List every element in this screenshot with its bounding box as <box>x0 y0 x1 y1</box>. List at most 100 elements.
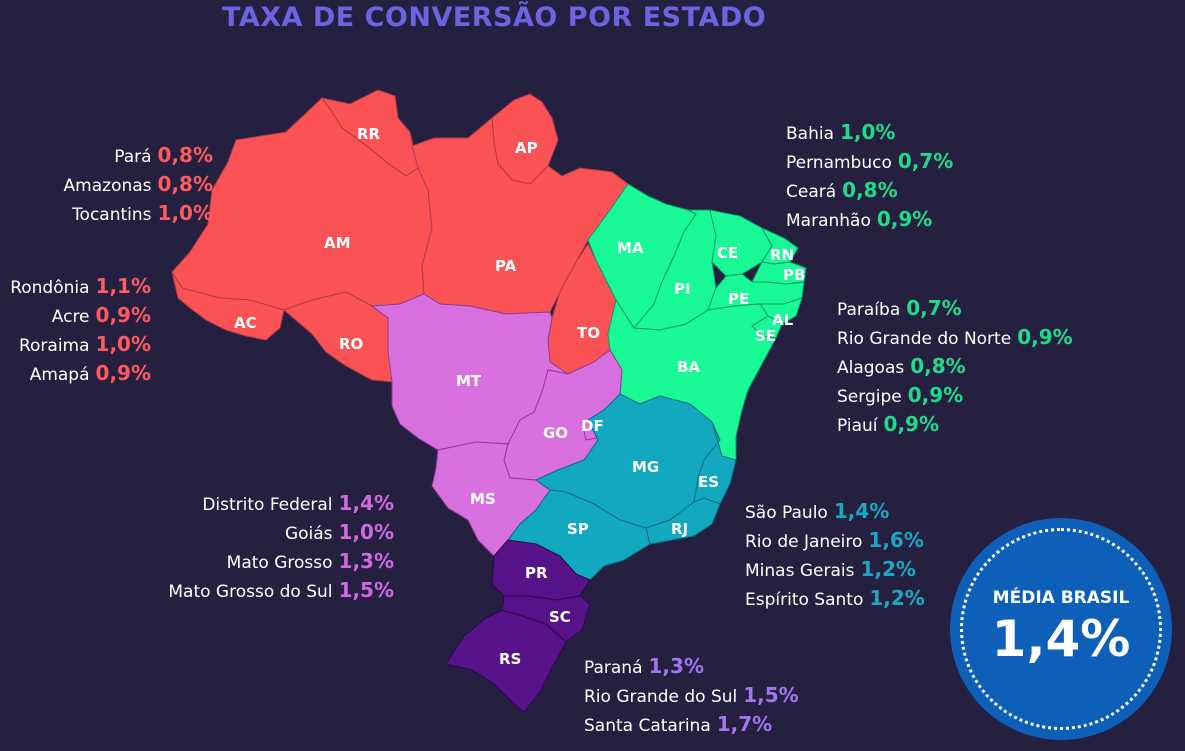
state-name: Roraima <box>18 336 90 356</box>
state-name: Amapá <box>29 365 90 385</box>
label-pb: PB <box>783 266 805 284</box>
legend-row: Minas Gerais 1,2% <box>745 555 925 584</box>
state-name: Sergipe <box>837 387 902 407</box>
legend-row: Mato Grosso 1,3% <box>140 547 394 576</box>
legend-norte-a: Pará 0,8% Amazonas 0,8% Tocantins 1,0% <box>20 141 213 228</box>
label-mg: MG <box>632 458 659 476</box>
legend-row: Mato Grosso do Sul 1,5% <box>140 576 394 605</box>
state-ac[interactable] <box>171 271 285 341</box>
state-rate: 1,5% <box>743 683 799 707</box>
state-name: Rio Grande do Sul <box>584 687 738 707</box>
legend-row: Goiás 1,0% <box>140 518 394 547</box>
label-ro: RO <box>339 335 363 353</box>
state-name: Pará <box>114 147 152 167</box>
state-name: São Paulo <box>745 503 828 523</box>
state-name: Acre <box>51 307 90 327</box>
state-name: Bahia <box>786 124 834 144</box>
label-es: ES <box>698 473 719 491</box>
state-rate: 1,3% <box>648 654 704 678</box>
state-name: Piauí <box>837 416 878 436</box>
label-se: SE <box>755 327 776 345</box>
label-ac: AC <box>234 314 257 332</box>
state-rate: 0,8% <box>157 172 213 196</box>
state-rs[interactable] <box>445 609 567 713</box>
state-rate: 1,2% <box>869 586 925 610</box>
badge-label: MÉDIA BRASIL <box>992 588 1130 608</box>
state-rate: 1,3% <box>338 549 394 573</box>
state-name: Minas Gerais <box>745 561 855 581</box>
state-rate: 0,7% <box>897 149 954 173</box>
legend-nordeste-b: Paraíba 0,7% Rio Grande do Norte 0,9% Alag… <box>837 294 1073 439</box>
legend-row: Amazonas 0,8% <box>20 170 213 199</box>
legend-row: Amapá 0,9% <box>0 359 151 388</box>
state-pr[interactable] <box>491 539 591 601</box>
label-ap: AP <box>515 139 538 157</box>
state-rate: 0,8% <box>842 178 898 202</box>
state-rate: 0,9% <box>876 207 933 231</box>
label-rs: RS <box>499 650 521 668</box>
state-rate: 1,7% <box>716 712 773 736</box>
label-ba: BA <box>677 358 700 376</box>
state-name: Amazonas <box>63 176 152 196</box>
legend-row: Tocantins 1,0% <box>20 199 213 228</box>
legend-row: Ceará 0,8% <box>786 176 953 205</box>
average-badge: MÉDIA BRASIL 1,4% <box>950 518 1172 740</box>
state-rj[interactable] <box>645 497 721 545</box>
state-name: Mato Grosso <box>226 553 333 573</box>
state-rate: 0,9% <box>1017 325 1073 349</box>
badge-dotted-ring <box>960 528 1162 730</box>
state-name: Alagoas <box>837 358 905 378</box>
label-to: TO <box>577 324 600 342</box>
legend-row: Paraíba 0,7% <box>837 294 1073 323</box>
state-name: Rio Grande do Norte <box>837 329 1012 349</box>
state-name: Paraná <box>584 658 643 678</box>
label-sp: SP <box>567 520 589 538</box>
legend-row: Rio Grande do Norte 0,9% <box>837 323 1073 352</box>
label-mt: MT <box>456 372 482 390</box>
state-rate: 1,2% <box>860 557 916 581</box>
label-rn: RN <box>770 246 794 264</box>
label-ce: CE <box>717 244 738 262</box>
legend-row: Maranhão 0,9% <box>786 205 953 234</box>
state-rate: 1,0% <box>95 332 151 356</box>
legend-row: Rio de Janeiro 1,6% <box>745 526 925 555</box>
state-name: Maranhão <box>786 211 871 231</box>
state-rate: 1,4% <box>833 499 890 523</box>
label-al: AL <box>772 311 794 329</box>
state-rate: 0,9% <box>95 303 151 327</box>
legend-row: Pará 0,8% <box>20 141 213 170</box>
legend-row: Sergipe 0,9% <box>837 381 1073 410</box>
label-rj: RJ <box>671 520 688 538</box>
state-rate: 0,8% <box>910 354 966 378</box>
legend-row: Rio Grande do Sul 1,5% <box>584 681 799 710</box>
state-rate: 0,8% <box>157 143 213 167</box>
legend-row: Acre 0,9% <box>0 301 151 330</box>
state-name: Paraíba <box>837 300 901 320</box>
legend-sul: Paraná 1,3% Rio Grande do Sul 1,5% Santa C… <box>584 652 799 739</box>
state-rate: 1,4% <box>338 491 394 515</box>
legend-norte-b: Rondônia 1,1% Acre 0,9% Roraima 1,0% Amapá 0… <box>0 272 151 388</box>
legend-row: Piauí 0,9% <box>837 410 1073 439</box>
label-ms: MS <box>470 490 496 508</box>
legend-row: Paraná 1,3% <box>584 652 799 681</box>
state-rate: 1,1% <box>95 274 151 298</box>
label-go: GO <box>543 424 568 442</box>
state-name: Santa Catarina <box>584 716 711 736</box>
state-rate: 1,0% <box>338 520 394 544</box>
label-rr: RR <box>357 125 381 143</box>
state-name: Espírito Santo <box>745 590 864 610</box>
state-rate: 0,7% <box>906 296 962 320</box>
region-sudeste <box>507 393 737 581</box>
state-name: Goiás <box>284 524 333 544</box>
legend-row: Pernambuco 0,7% <box>786 147 953 176</box>
state-name: Rio de Janeiro <box>745 532 863 552</box>
state-rate: 1,0% <box>157 201 213 225</box>
state-ce[interactable] <box>709 209 773 277</box>
legend-row: Roraima 1,0% <box>0 330 151 359</box>
legend-row: Rondônia 1,1% <box>0 272 151 301</box>
legend-nordeste-a: Bahia 1,0% Pernambuco 0,7% Ceará 0,8% Maran… <box>786 118 953 234</box>
label-pa: PA <box>495 257 517 275</box>
region-nordeste <box>587 183 807 461</box>
state-labels: RR AP AM PA AC RO TO MA CE RN PB PI PE A… <box>234 125 805 668</box>
